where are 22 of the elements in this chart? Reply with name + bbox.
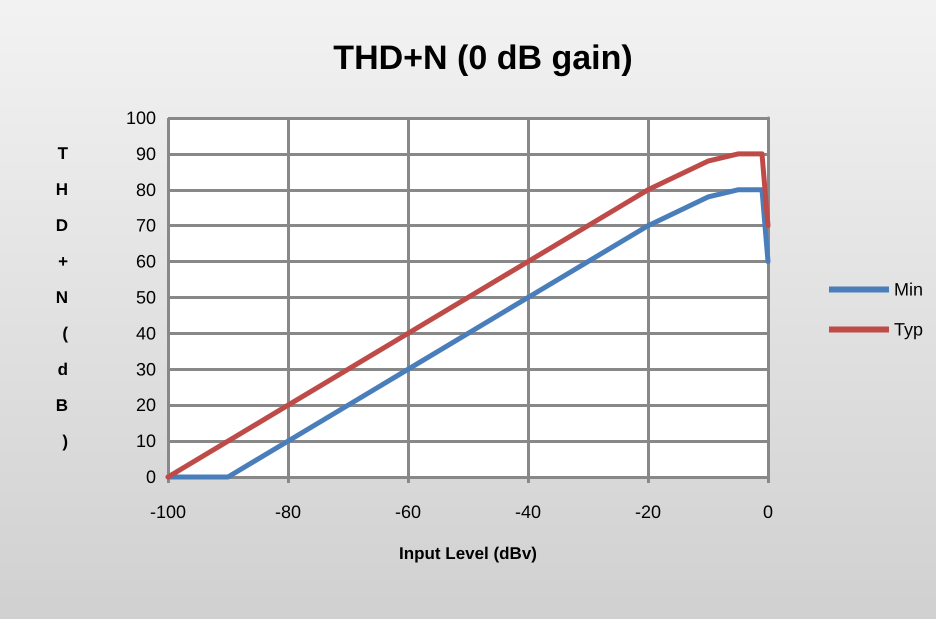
y-tick-label: 80 (136, 180, 156, 200)
y-tick-label: 70 (136, 216, 156, 236)
x-tick-label: -80 (274, 502, 302, 522)
chart-title: THD+N (0 dB gain) (333, 39, 633, 77)
y-tick-label: 90 (136, 144, 156, 164)
y-tick-label: 50 (136, 288, 156, 308)
y-tick-label: 40 (136, 323, 156, 344)
y-tick-label: 10 (136, 431, 156, 452)
y-tick-label: 20 (136, 395, 156, 416)
x-tick-label: -60 (394, 502, 422, 522)
x-tick-label: -100 (150, 502, 186, 522)
y-tick-label: 60 (136, 252, 156, 272)
text: THD+N (dB) (56, 144, 68, 451)
legend-label: Typ (894, 320, 924, 340)
x-tick-label: 0 (762, 502, 774, 522)
y-tick-label: 30 (136, 359, 156, 380)
legend-label: Min (894, 280, 924, 300)
y-tick-label: 0 (146, 467, 156, 487)
x-tick-label: -20 (634, 502, 662, 522)
x-tick-label: -40 (514, 502, 542, 522)
x-axis-title: Input Level (dBv) (399, 544, 537, 563)
y-tick-label: 100 (126, 108, 156, 128)
